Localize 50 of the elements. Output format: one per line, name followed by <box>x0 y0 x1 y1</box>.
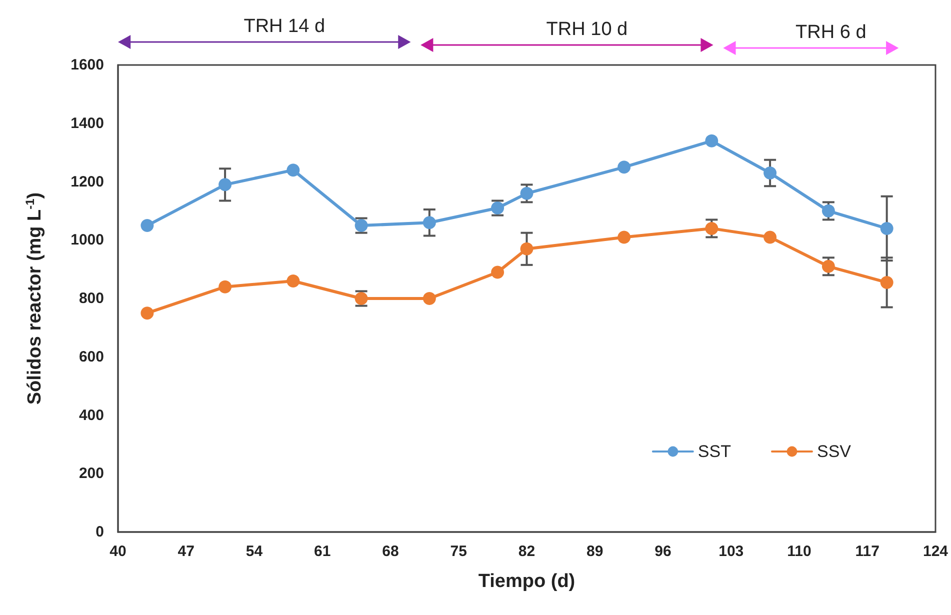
point <box>140 306 154 320</box>
legend-label: SSV <box>816 442 852 461</box>
x-tick-label: 103 <box>718 543 744 560</box>
point <box>286 274 300 288</box>
point <box>618 160 631 174</box>
x-tick-label: 124 <box>922 543 949 560</box>
x-tick-label: 82 <box>518 543 536 560</box>
point <box>286 164 300 177</box>
x-axis-title: Tiempo (d) <box>478 571 576 592</box>
point <box>764 230 777 244</box>
text: TRH 10 d <box>546 19 628 40</box>
x-tick-label: 68 <box>382 543 399 560</box>
y-tick-label: 1400 <box>70 114 104 132</box>
legend-label: SST <box>698 442 731 461</box>
text: TRH 6 d <box>796 22 866 43</box>
point <box>491 266 504 279</box>
point <box>422 216 436 230</box>
point <box>880 276 894 289</box>
y-tick-label: 600 <box>78 348 104 366</box>
y-tick-label: 1200 <box>70 173 104 190</box>
y-tick-label: 1000 <box>70 232 104 249</box>
point <box>705 222 718 235</box>
y-tick-label: 0 <box>96 524 104 540</box>
x-tick-label: 96 <box>654 543 672 560</box>
x-tick-label: 40 <box>110 543 126 560</box>
y-tick-label: 200 <box>78 465 104 482</box>
x-tick-label: 47 <box>178 543 194 560</box>
x-tick-label: 117 <box>855 543 880 560</box>
point <box>218 280 232 294</box>
point <box>822 204 835 218</box>
text: TRH 14 d <box>244 16 326 37</box>
point <box>422 292 436 305</box>
point <box>520 242 534 256</box>
x-tick-label: 110 <box>787 543 812 560</box>
x-tick-label: 89 <box>586 543 604 560</box>
y-tick-label: 800 <box>78 290 104 307</box>
y-axis-title: Sólidos reactor (mg L-1) <box>23 192 46 405</box>
point <box>880 222 894 235</box>
x-tick-label: 75 <box>450 543 467 560</box>
point <box>764 166 777 180</box>
point <box>140 219 154 232</box>
point <box>822 260 835 273</box>
point <box>218 178 232 192</box>
x-tick-label: 54 <box>246 543 264 560</box>
y-tick-label: 400 <box>78 406 104 424</box>
point <box>618 230 631 244</box>
point <box>520 186 534 200</box>
point <box>705 134 718 148</box>
y-tick-label: 1600 <box>70 56 104 74</box>
x-tick-label: 61 <box>314 543 331 560</box>
